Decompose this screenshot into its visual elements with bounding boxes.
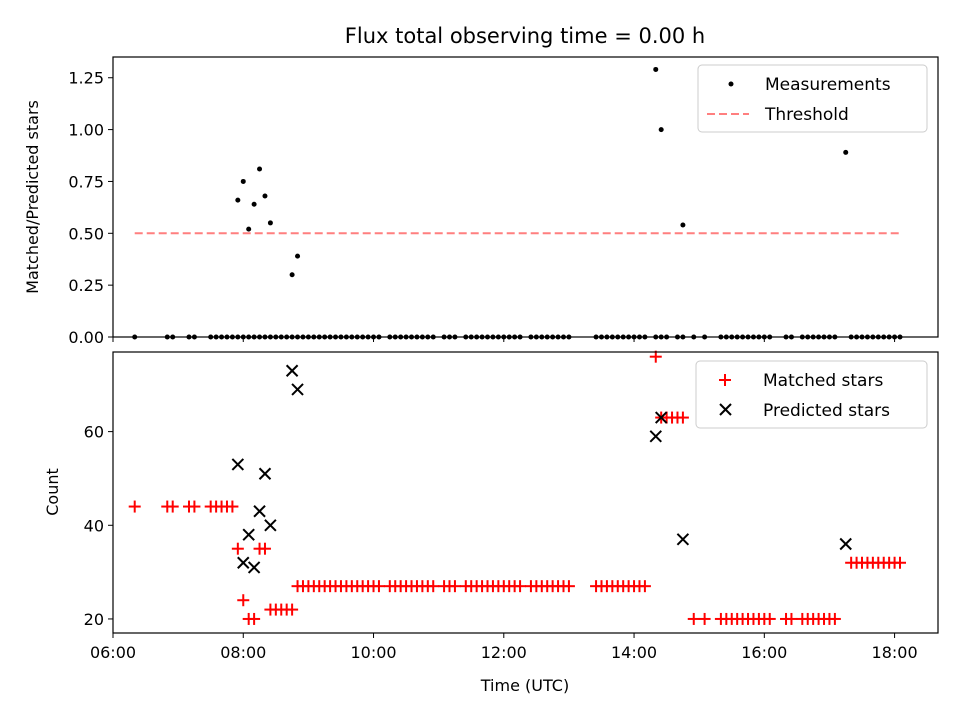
top-y-axis: 0.00 0.25 0.50 0.75 1.00 1.25 — [68, 69, 113, 347]
bottom-panel: 20 40 60 06:00 08:00 10:00 12:00 14:00 16:00 18:… — [43, 350, 939, 695]
matched-star-point — [698, 612, 711, 625]
legend-measurements-label: Measurements — [765, 75, 891, 95]
matched-star-point — [828, 612, 841, 625]
measurement-point — [295, 253, 301, 259]
measurement-point — [843, 149, 849, 155]
bottom-x-tick-label: 18:00 — [872, 643, 918, 662]
matched-star-point — [128, 500, 141, 513]
legend-predicted-label: Predicted stars — [763, 401, 890, 421]
top-y-tick-label: 0.50 — [68, 224, 104, 243]
bottom-legend-frame — [695, 360, 928, 429]
legend-measurements-marker — [728, 81, 734, 87]
predicted-star-point — [291, 383, 304, 396]
bottom-y-tick-label: 20 — [84, 610, 104, 629]
matched-star-point — [231, 542, 244, 555]
matched-star-point — [188, 500, 201, 513]
predicted-star-point — [654, 411, 668, 424]
predicted-star-point — [247, 561, 261, 574]
bottom-x-axis: 06:00 08:00 10:00 12:00 14:00 16:00 18:00 — [90, 633, 918, 662]
legend-threshold-label: Threshold — [764, 105, 849, 125]
matched-star-point — [785, 612, 798, 625]
matched-star-point — [448, 580, 461, 593]
matched-star-point — [286, 603, 299, 616]
top-y-tick-label: 0.25 — [68, 276, 104, 295]
matched-star-point — [258, 542, 271, 555]
bottom-x-tick-label: 14:00 — [611, 643, 657, 662]
measurement-point — [246, 226, 252, 232]
matched-star-point — [763, 612, 776, 625]
matched-star-point — [562, 580, 575, 593]
bottom-y-axis: 20 40 60 — [84, 423, 113, 629]
bottom-x-tick-label: 12:00 — [481, 643, 527, 662]
measurement-point — [257, 166, 263, 172]
bottom-plot-frame — [112, 351, 939, 634]
matched-star-point — [427, 580, 440, 593]
predicted-star-point — [264, 519, 277, 532]
bottom-y-tick-label: 60 — [84, 423, 104, 442]
matched-star-point — [226, 500, 239, 513]
bottom-x-tick-label: 16:00 — [741, 643, 787, 662]
matched-star-point — [894, 556, 907, 569]
matched-star-point — [372, 580, 385, 593]
predicted-star-point — [237, 556, 250, 569]
top-y-tick-label: 1.25 — [68, 69, 104, 88]
matched-star-point — [166, 500, 179, 513]
measurement-point — [262, 193, 268, 199]
bottom-x-tick-label: 10:00 — [350, 643, 396, 662]
matched-star-point — [248, 612, 261, 625]
bottom-x-axis-label: Time (UTC) — [480, 676, 569, 695]
bottom-x-tick-label: 06:00 — [90, 643, 136, 662]
bottom-legend: Matched stars Predicted stars — [695, 360, 928, 429]
bottom-y-axis-label: Count — [43, 468, 62, 516]
top-legend: Measurements Threshold — [697, 64, 928, 133]
measurement-point — [289, 272, 295, 278]
matched-star-point — [676, 411, 689, 424]
top-panel: 0.00 0.25 0.50 0.75 1.00 1.25 Matched/Predict… — [23, 56, 939, 347]
matched-star-point — [638, 580, 651, 593]
top-y-axis-label: Matched/Predicted stars — [23, 100, 42, 294]
measurement-point — [680, 222, 686, 228]
bottom-y-tick-label: 40 — [84, 516, 104, 535]
top-legend-frame — [697, 64, 928, 133]
legend-predicted-marker — [719, 403, 732, 416]
legend-matched-marker — [719, 374, 731, 386]
predicted-star-point — [258, 467, 272, 480]
top-y-tick-label: 1.00 — [68, 121, 104, 140]
predicted-star-point — [253, 505, 266, 518]
measurement-point — [267, 220, 273, 226]
matched-star-point — [514, 580, 527, 593]
matched-star-point — [237, 594, 250, 607]
predicted-star-point — [649, 430, 662, 443]
measurement-point — [240, 178, 246, 184]
top-chart-title: Flux total observing time = 0.00 h — [345, 24, 705, 48]
predicted-stars-series — [231, 364, 852, 574]
legend-matched-label: Matched stars — [763, 371, 883, 391]
top-y-tick-label: 0.75 — [68, 172, 104, 191]
measurement-point — [235, 197, 241, 203]
matched-stars-series — [128, 350, 907, 625]
matched-star-point — [649, 350, 662, 363]
predicted-star-point — [242, 528, 255, 541]
measurement-point — [658, 127, 664, 133]
predicted-star-point — [676, 533, 690, 546]
predicted-star-point — [231, 458, 245, 471]
measurement-point — [251, 201, 257, 207]
matched-star-point — [687, 612, 700, 625]
top-y-tick-label: 0.00 — [68, 328, 104, 347]
bottom-x-tick-label: 08:00 — [220, 643, 266, 662]
predicted-star-point — [285, 364, 299, 377]
measurement-point — [653, 66, 659, 72]
top-plot-frame — [112, 56, 939, 338]
predicted-star-point — [839, 537, 852, 551]
